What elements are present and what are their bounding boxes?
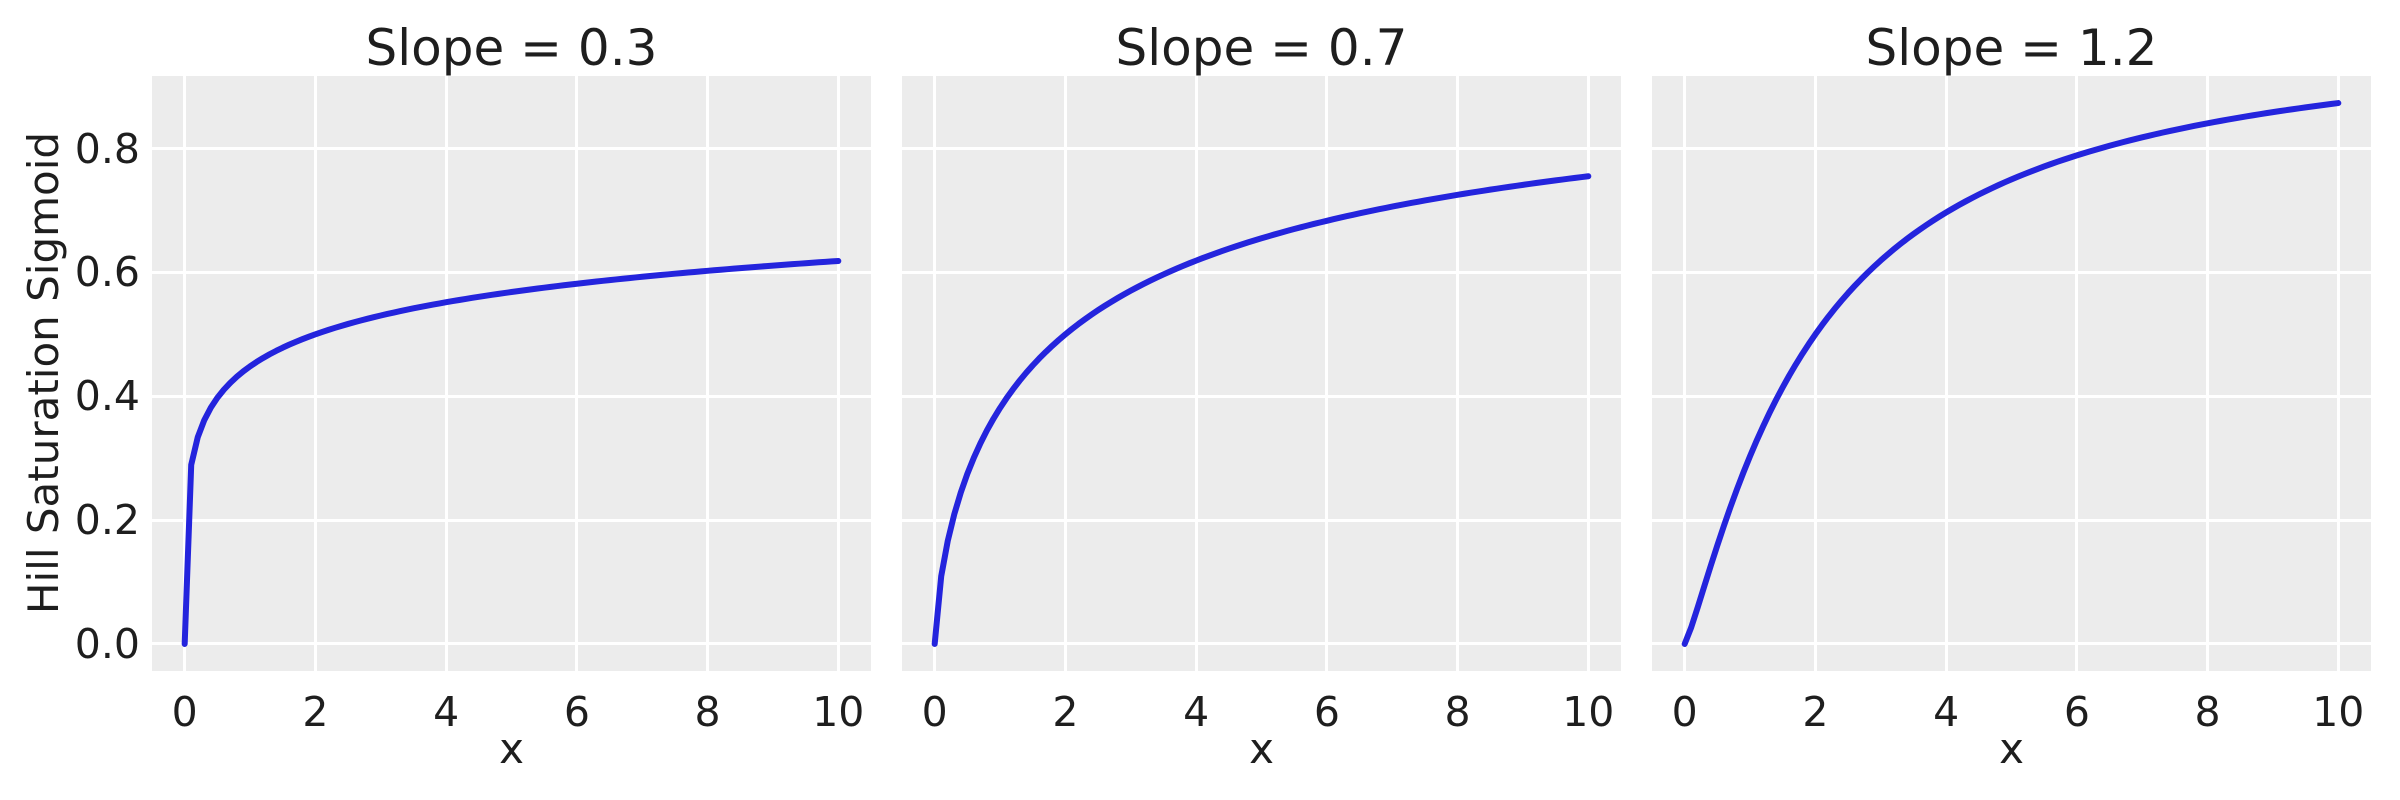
hill-curve-slope-0.7 bbox=[931, 173, 1592, 647]
gridline-vertical bbox=[1683, 76, 1687, 671]
y-tick-label: 0.4 bbox=[74, 372, 140, 421]
x-tick-label: 6 bbox=[1313, 688, 1340, 736]
gridline-horizontal bbox=[902, 147, 1621, 151]
x-tick-label: 8 bbox=[2194, 688, 2221, 736]
gridline-vertical bbox=[1813, 76, 1817, 671]
gridline-vertical bbox=[1456, 76, 1460, 671]
x-tick-label: 10 bbox=[1562, 688, 1615, 736]
y-tick-label: 0.6 bbox=[74, 248, 140, 297]
x-tick-label: 0 bbox=[921, 688, 948, 736]
plot-area-1 bbox=[902, 76, 1621, 671]
gridline-vertical bbox=[1325, 76, 1329, 671]
x-tick-label: 2 bbox=[302, 688, 329, 736]
x-tick-label: 0 bbox=[171, 688, 198, 736]
gridline-horizontal bbox=[152, 270, 871, 274]
gridline-vertical bbox=[836, 76, 840, 671]
x-tick-label: 6 bbox=[563, 688, 590, 736]
y-tick-label: 0.2 bbox=[74, 496, 140, 545]
gridline-vertical bbox=[1194, 76, 1198, 671]
gridline-vertical bbox=[2206, 76, 2210, 671]
curve-canvas bbox=[1681, 100, 2342, 647]
subplot-title-slope-0.7: Slope = 0.7 bbox=[1115, 19, 1408, 77]
gridline-horizontal bbox=[152, 642, 871, 646]
x-axis-label: x bbox=[499, 724, 524, 773]
x-tick-label: 10 bbox=[2312, 688, 2365, 736]
gridline-vertical bbox=[1586, 76, 1590, 671]
gridline-horizontal bbox=[902, 642, 1621, 646]
x-tick-label: 8 bbox=[694, 688, 721, 736]
gridline-vertical bbox=[2075, 76, 2079, 671]
plot-area-2 bbox=[1652, 76, 2371, 671]
gridline-horizontal bbox=[152, 518, 871, 522]
plot-area-0 bbox=[152, 76, 871, 671]
hill-curve-slope-1.2 bbox=[1681, 100, 2342, 647]
gridline-vertical bbox=[444, 76, 448, 671]
gridline-horizontal bbox=[1652, 642, 2371, 646]
gridline-vertical bbox=[933, 76, 937, 671]
gridline-horizontal bbox=[152, 147, 871, 151]
x-tick-label: 4 bbox=[433, 688, 460, 736]
x-tick-label: 0 bbox=[1671, 688, 1698, 736]
gridline-horizontal bbox=[1652, 147, 2371, 151]
y-tick-label: 0.8 bbox=[74, 124, 140, 173]
gridline-horizontal bbox=[902, 518, 1621, 522]
gridline-vertical bbox=[1063, 76, 1067, 671]
x-axis-label: x bbox=[1999, 724, 2024, 773]
subplot-title-slope-0.3: Slope = 0.3 bbox=[365, 19, 658, 77]
y-tick-label: 0.0 bbox=[74, 619, 140, 668]
gridline-horizontal bbox=[1652, 270, 2371, 274]
gridline-horizontal bbox=[1652, 518, 2371, 522]
gridline-vertical bbox=[313, 76, 317, 671]
x-tick-label: 6 bbox=[2063, 688, 2090, 736]
x-tick-label: 8 bbox=[1444, 688, 1471, 736]
hill-curve-slope-0.3 bbox=[181, 257, 842, 647]
gridline-vertical bbox=[575, 76, 579, 671]
x-tick-label: 2 bbox=[1052, 688, 1079, 736]
x-tick-label: 4 bbox=[1933, 688, 1960, 736]
curve-canvas bbox=[931, 173, 1592, 647]
gridline-vertical bbox=[1944, 76, 1948, 671]
gridline-horizontal bbox=[1652, 394, 2371, 398]
gridline-horizontal bbox=[152, 394, 871, 398]
gridline-horizontal bbox=[902, 270, 1621, 274]
x-axis-label: x bbox=[1249, 724, 1274, 773]
gridline-horizontal bbox=[902, 394, 1621, 398]
x-tick-label: 2 bbox=[1802, 688, 1829, 736]
subplot-title-slope-1.2: Slope = 1.2 bbox=[1865, 19, 2158, 77]
x-tick-label: 10 bbox=[812, 688, 865, 736]
curve-canvas bbox=[181, 257, 842, 647]
x-tick-label: 4 bbox=[1183, 688, 1210, 736]
gridline-vertical bbox=[183, 76, 187, 671]
y-axis-label: Hill Saturation Sigmoid bbox=[19, 131, 68, 615]
gridline-vertical bbox=[706, 76, 710, 671]
gridline-vertical bbox=[2336, 76, 2340, 671]
